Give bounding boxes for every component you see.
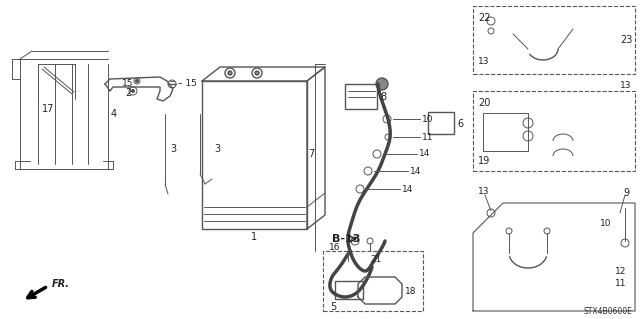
Text: 10: 10 [600, 219, 611, 227]
Circle shape [255, 71, 259, 75]
Text: 15: 15 [122, 78, 134, 87]
Text: 5: 5 [330, 302, 336, 312]
Text: 19: 19 [478, 156, 490, 166]
Text: 9: 9 [623, 188, 629, 198]
Text: STX4B0600E: STX4B0600E [583, 307, 632, 315]
Text: 20: 20 [478, 98, 490, 108]
Text: 1: 1 [251, 232, 257, 242]
Bar [483, 113, 528, 151]
Text: 13: 13 [478, 57, 490, 66]
Bar [428, 112, 454, 134]
Text: 8: 8 [380, 92, 386, 102]
Bar [473, 6, 635, 74]
Text: – 15: – 15 [178, 79, 197, 88]
Text: 13: 13 [620, 81, 632, 91]
Circle shape [376, 78, 388, 90]
Text: 6: 6 [457, 119, 463, 129]
Bar [323, 251, 423, 311]
Circle shape [228, 71, 232, 75]
Text: 11: 11 [422, 132, 433, 142]
Text: 17: 17 [42, 104, 54, 114]
Circle shape [136, 79, 138, 83]
Text: 14: 14 [402, 184, 413, 194]
Text: 13: 13 [478, 187, 490, 196]
Text: 4: 4 [111, 109, 117, 119]
Text: 14: 14 [410, 167, 421, 175]
Bar [202, 81, 307, 229]
Bar [473, 91, 635, 171]
Text: 2: 2 [125, 88, 131, 98]
Text: B-13: B-13 [332, 234, 360, 244]
Text: 16: 16 [328, 242, 340, 251]
Text: 3: 3 [214, 144, 220, 154]
Text: 11: 11 [615, 278, 627, 287]
Text: 12: 12 [615, 266, 627, 276]
Text: 21: 21 [370, 255, 381, 263]
Text: 10: 10 [422, 115, 433, 123]
Text: 14: 14 [419, 150, 430, 159]
Text: 7: 7 [308, 149, 314, 159]
Text: 3: 3 [170, 144, 176, 154]
Bar [345, 84, 377, 109]
Circle shape [131, 90, 134, 93]
Text: 22: 22 [478, 13, 490, 23]
Text: 23: 23 [620, 35, 632, 45]
Bar [335, 281, 363, 299]
Text: FR.: FR. [52, 279, 70, 289]
Text: 18: 18 [405, 286, 417, 295]
